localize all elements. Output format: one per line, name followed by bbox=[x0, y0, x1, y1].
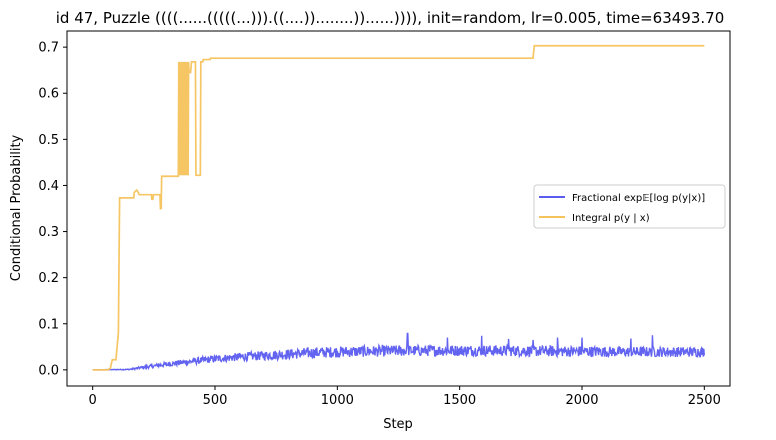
series-line-fractional bbox=[92, 332, 706, 372]
x-tick-label: 2500 bbox=[688, 393, 721, 408]
y-tick-label: 0.2 bbox=[38, 271, 59, 286]
y-tick-label: 0.3 bbox=[38, 225, 59, 240]
y-tick-label: 0.7 bbox=[38, 41, 59, 56]
legend: Fractional exp𝔼[log p(y|x)] Integral p(y… bbox=[533, 184, 726, 229]
y-tick-label: 0.0 bbox=[38, 363, 59, 378]
x-tick-label: 1500 bbox=[443, 393, 476, 408]
series-layer bbox=[92, 44, 706, 372]
chart-title: id 47, Puzzle ((((......(((((...))).((..… bbox=[56, 9, 724, 27]
y-tick-label: 0.5 bbox=[38, 133, 59, 148]
legend-label-integral: Integral p(y | x) bbox=[572, 213, 650, 224]
x-tick-label: 0 bbox=[89, 393, 97, 408]
x-tick-label: 1000 bbox=[321, 393, 354, 408]
y-ticks: 0.0 0.1 0.2 0.3 0.4 0.5 0.6 0.7 bbox=[38, 41, 67, 378]
x-axis-label: Step bbox=[383, 417, 413, 432]
y-axis-label: Conditional Probability bbox=[9, 134, 24, 281]
series-line-integral bbox=[92, 44, 705, 371]
x-tick-label: 2000 bbox=[565, 393, 598, 408]
x-ticks: 0 500 1000 1500 2000 2500 bbox=[89, 386, 721, 408]
y-tick-label: 0.6 bbox=[38, 87, 59, 102]
x-tick-label: 500 bbox=[203, 393, 228, 408]
legend-box bbox=[533, 184, 726, 229]
legend-label-fractional: Fractional exp𝔼[log p(y|x)] bbox=[572, 193, 705, 204]
y-tick-label: 0.1 bbox=[38, 317, 59, 332]
y-tick-label: 0.4 bbox=[38, 179, 59, 194]
